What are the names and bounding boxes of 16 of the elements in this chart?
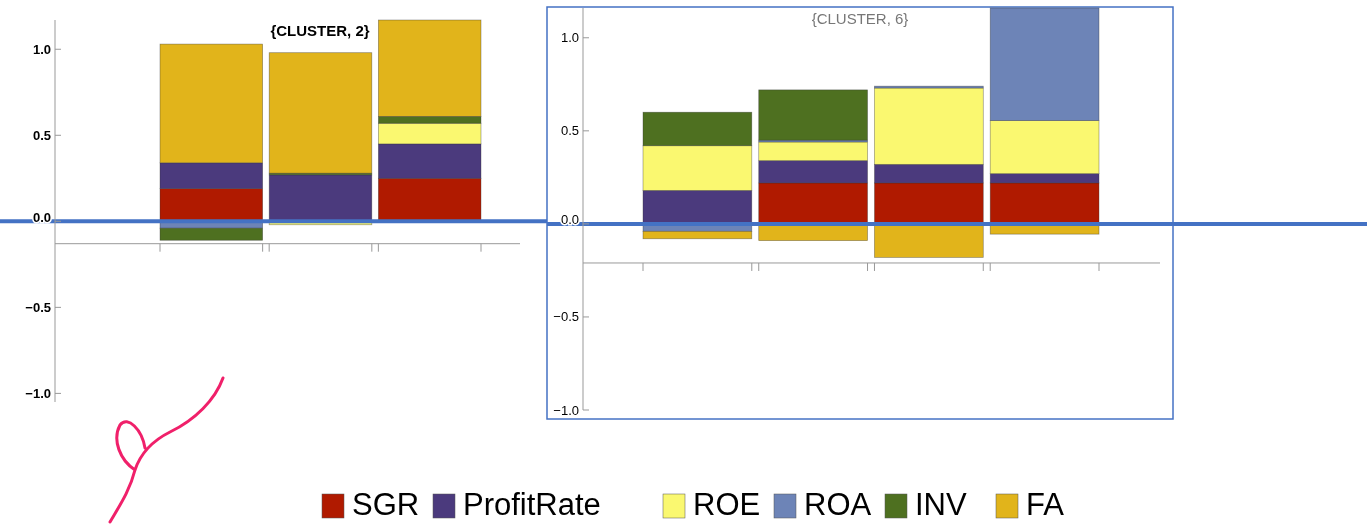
y-tick-label: −1.0 [25, 385, 51, 401]
y-tick-label: 1.0 [32, 41, 51, 57]
chart-title: {CLUSTER, 2} [270, 22, 370, 39]
legend-label: FA [1026, 487, 1065, 522]
legend-label: ProfitRate [463, 487, 601, 522]
y-tick-label: −1.0 [553, 402, 579, 418]
legend-label: ROE [693, 487, 761, 522]
chart-title: {CLUSTER, 6} [811, 10, 909, 27]
y-tick-label: 1.0 [560, 30, 579, 46]
legend-label: ROA [804, 487, 872, 522]
legend-label: INV [915, 487, 967, 522]
y-tick-label: −0.5 [25, 299, 51, 315]
y-tick-label: −0.5 [553, 309, 579, 325]
legend-label: SGR [352, 487, 420, 522]
y-tick-label: 0.5 [560, 123, 579, 139]
y-tick-label: 0.5 [32, 127, 51, 143]
